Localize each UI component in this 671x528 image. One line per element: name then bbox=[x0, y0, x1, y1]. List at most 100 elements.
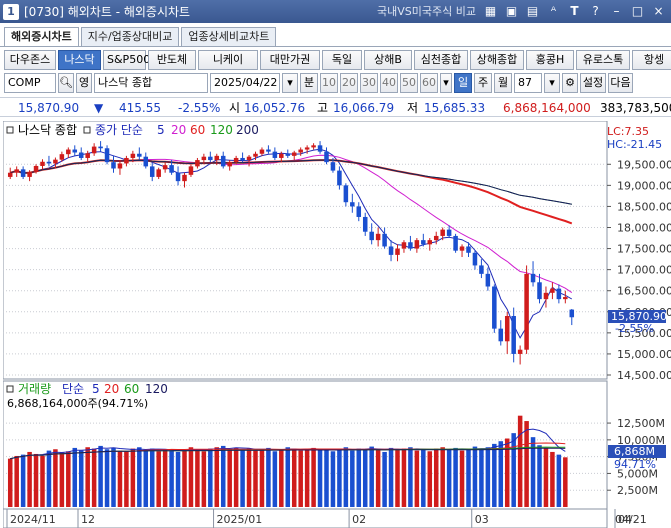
market-semiconductor-button[interactable]: 반도체 bbox=[148, 50, 196, 70]
tab-overseas-chart[interactable]: 해외증시차트 bbox=[4, 27, 79, 46]
compare-link[interactable]: 국내VS미국주식 비교 bbox=[377, 5, 476, 18]
close-icon[interactable]: × bbox=[653, 3, 664, 18]
volume-ma-line bbox=[10, 447, 566, 460]
minute-50-button[interactable]: 50 bbox=[400, 73, 418, 93]
tab-index-compare[interactable]: 지수/업종상대비교 bbox=[80, 27, 180, 46]
price-tick-label: 14,500.00 bbox=[617, 369, 671, 382]
minimize-icon[interactable]: – bbox=[613, 3, 620, 18]
volume-panel-title: 거래량 bbox=[18, 382, 51, 396]
market-sp500-button[interactable]: S&P500 bbox=[103, 50, 150, 70]
minute-30-button[interactable]: 30 bbox=[360, 73, 378, 93]
last-price-pct: -2.55% bbox=[615, 322, 654, 335]
candle-body bbox=[421, 240, 426, 245]
vma20-legend: 20 bbox=[104, 382, 119, 396]
candle-body bbox=[343, 185, 349, 203]
text-size-icon[interactable]: ᴬ bbox=[550, 3, 557, 18]
minute-20-button[interactable]: 20 bbox=[340, 73, 358, 93]
candle-body bbox=[227, 162, 232, 167]
next-button[interactable]: 다음 bbox=[608, 73, 633, 93]
volume-bar bbox=[563, 457, 568, 507]
volume-bar bbox=[279, 449, 284, 507]
volume-tick-label: 12,500M bbox=[617, 417, 665, 430]
volume-bar bbox=[78, 450, 84, 507]
count-dropdown-icon[interactable]: ▾ bbox=[544, 73, 560, 93]
candle-body bbox=[27, 171, 32, 177]
font-icon[interactable]: T bbox=[570, 3, 579, 18]
minute-10-button[interactable]: 10 bbox=[320, 73, 338, 93]
price-tick-label: 15,000.00 bbox=[617, 348, 671, 361]
volume-ma-label: 단순 bbox=[62, 382, 84, 396]
volume-bar bbox=[459, 450, 465, 507]
tab-sector-compare[interactable]: 업종상세비교차트 bbox=[181, 27, 277, 46]
volume-bar bbox=[317, 449, 323, 507]
period-month-button[interactable]: 월 bbox=[494, 73, 512, 93]
calendar-icon[interactable]: ▤ bbox=[526, 3, 539, 18]
volume-collapse-icon[interactable] bbox=[6, 385, 14, 393]
grid-icon[interactable]: ▦ bbox=[484, 3, 497, 18]
volume-bar bbox=[14, 455, 19, 507]
legend-toggle-icon[interactable] bbox=[83, 126, 91, 134]
chart-area[interactable]: 19,500.00 19,000.00 18,500.00 18,000.00 17,5… bbox=[2, 120, 671, 528]
candle-body bbox=[479, 265, 484, 274]
search-icon[interactable]: 🔍︎ bbox=[58, 73, 74, 93]
date-input[interactable]: 2025/04/22 bbox=[210, 73, 280, 93]
last-volume-pct: 94.71% bbox=[614, 458, 656, 471]
candle-body bbox=[517, 349, 523, 354]
market-shenzhen-button[interactable]: 심천종합 bbox=[414, 50, 468, 70]
last-price-badge bbox=[608, 310, 666, 323]
ma-legend-label: 종가 단순 bbox=[95, 123, 143, 137]
symbol-code-input[interactable]: COMP bbox=[4, 73, 56, 93]
window-title: [0730] 해외차트 - 해외증시차트 bbox=[24, 5, 191, 19]
volume-bar bbox=[20, 454, 26, 507]
market-hongkong-h-button[interactable]: 홍콩H bbox=[526, 50, 574, 70]
candle-body bbox=[356, 206, 362, 217]
market-eurostoxx-button[interactable]: 유로스톡 bbox=[576, 50, 630, 70]
candle-body bbox=[427, 240, 433, 245]
volume-bar bbox=[446, 449, 452, 507]
volume-bar bbox=[59, 452, 65, 507]
period-week-button[interactable]: 주 bbox=[474, 73, 492, 93]
help-icon[interactable]: ? bbox=[592, 3, 599, 18]
minute-button[interactable]: 분 bbox=[300, 73, 318, 93]
market-nasdaq-button[interactable]: 나스닥 bbox=[58, 50, 101, 70]
x-axis-label: 04 bbox=[618, 513, 632, 526]
chart-svg[interactable]: 19,500.00 19,000.00 18,500.00 18,000.00 17,5… bbox=[2, 120, 671, 528]
minute-dropdown-icon[interactable]: ▾ bbox=[440, 73, 452, 93]
market-nikkei-button[interactable]: 니케이 bbox=[198, 50, 258, 70]
date-picker-icon[interactable]: ▾ bbox=[282, 73, 298, 93]
settings-button[interactable]: 설정 bbox=[580, 73, 606, 93]
candle-body bbox=[111, 162, 116, 169]
maximize-icon[interactable]: □ bbox=[631, 3, 644, 18]
minute-40-button[interactable]: 40 bbox=[380, 73, 398, 93]
volume-bar bbox=[408, 447, 413, 507]
minute-60-button[interactable]: 60 bbox=[420, 73, 438, 93]
candle-body bbox=[291, 152, 297, 156]
candle-body bbox=[350, 202, 355, 207]
volume-bar bbox=[85, 447, 90, 507]
volume-bar bbox=[401, 448, 407, 507]
candle-count-input[interactable]: 87 bbox=[514, 73, 542, 93]
candle-body bbox=[414, 240, 420, 249]
gear-icon[interactable]: ⚙ bbox=[562, 73, 578, 93]
dock-icon[interactable]: ▣ bbox=[505, 3, 518, 18]
market-taiwan-button[interactable]: 대만가권 bbox=[260, 50, 320, 70]
market-hangseng-button[interactable]: 항셍 bbox=[632, 50, 671, 70]
volume-bar bbox=[162, 449, 168, 507]
volume-bar bbox=[208, 448, 213, 507]
candle-body bbox=[98, 146, 103, 149]
market-dow-button[interactable]: 다우존스 bbox=[4, 50, 56, 70]
price-tick-label: 17,000.00 bbox=[617, 264, 671, 277]
volume-bar bbox=[504, 438, 510, 507]
english-toggle[interactable]: 영 bbox=[76, 73, 92, 93]
candle-body bbox=[304, 147, 310, 150]
market-germany-button[interactable]: 독일 bbox=[322, 50, 362, 70]
candle-body bbox=[369, 231, 374, 241]
market-shanghai-b-button[interactable]: 상해B bbox=[364, 50, 412, 70]
ma5-legend: 5 bbox=[157, 123, 165, 137]
period-day-button[interactable]: 일 bbox=[454, 73, 472, 93]
volume-bar bbox=[472, 446, 478, 507]
panel-collapse-icon[interactable] bbox=[6, 126, 14, 134]
candle-body bbox=[253, 153, 258, 157]
candle-body bbox=[214, 155, 220, 161]
market-shanghai-composite-button[interactable]: 상해종합 bbox=[470, 50, 524, 70]
